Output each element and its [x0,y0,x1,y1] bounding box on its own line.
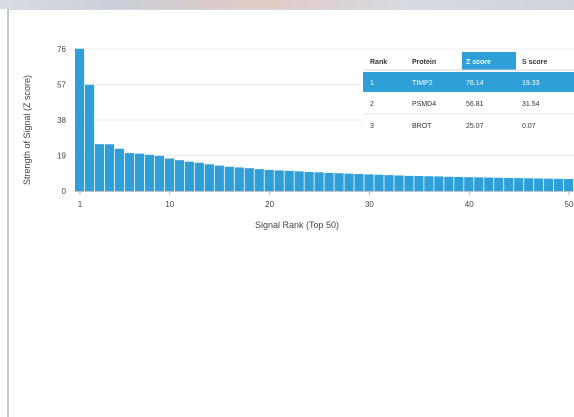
bar [364,174,374,191]
bar [444,176,454,191]
bar [404,175,414,191]
table-row-2-protein: PSMD4 [412,101,436,108]
bar [454,176,464,191]
axis-layer: 0 19 38 57 76 1 10 20 30 40 50 [57,45,574,209]
bar [414,176,424,191]
bar [244,168,254,191]
bar [514,178,524,191]
bar [314,172,324,191]
bar [274,170,284,191]
bar [134,153,145,191]
bar [354,173,364,191]
bar [394,175,404,191]
table-header-s-score: S score [522,59,547,66]
bar [234,167,244,191]
table-row-2-z: 56.81 [466,101,484,108]
frame-top-border [9,9,574,10]
table-header-protein: Protein [412,59,436,66]
y-tick-label: 57 [57,81,66,90]
bar [564,179,574,191]
x-axis-label: Signal Rank (Top 50) [255,220,339,230]
bar [264,169,274,191]
table-row-1-rank: 1 [370,80,374,87]
table-row-1-s: 19.33 [522,80,540,87]
bar [434,176,444,191]
y-tick-label: 38 [57,116,66,125]
bar [464,177,474,191]
table-row-2-rank: 2 [370,101,374,108]
bar [164,158,174,191]
bar [84,84,95,191]
table-row-3-protein: BROT [412,123,432,130]
y-tick-label: 19 [57,152,66,161]
bar [294,171,304,191]
signal-table: Rank Protein Z score S score 1 TIMP2 76.… [363,52,574,138]
bar [474,177,484,191]
x-tick-label: 30 [365,200,374,209]
bar [324,172,334,191]
top-image-strip [0,0,574,9]
table-row-3-s: 0.07 [522,123,536,130]
x-tick-label: 10 [165,200,174,209]
bar [144,154,155,191]
bar [94,144,105,191]
bar [194,162,204,191]
z-score-header-highlight [462,52,516,70]
table-header-rank: Rank [370,59,387,66]
bar [284,170,294,191]
bar [534,178,544,191]
x-tick-label: 50 [565,200,574,209]
frame-left-border [7,9,9,417]
table-row-1-highlight [363,72,574,92]
bar [174,160,184,191]
bar [494,177,504,191]
bar [75,48,85,192]
bar [334,173,344,191]
x-tick-label: 1 [78,200,83,209]
bar [184,161,194,191]
bar [374,174,384,191]
y-tick-label: 0 [62,187,67,196]
y-tick-label: 76 [57,45,66,54]
bar [154,155,165,191]
bar [104,144,115,191]
bar [304,171,314,191]
bar [484,177,494,191]
bar [504,177,514,191]
bar [224,166,234,191]
bar [384,175,394,191]
table-row-3-rank: 3 [370,123,374,130]
bar [254,169,264,191]
bar [114,148,125,191]
table-row-1-protein: TIMP2 [412,80,433,87]
bar [344,173,354,191]
bar [124,153,135,191]
table-row-2-s: 31.54 [522,101,540,108]
x-tick-label: 40 [465,200,474,209]
x-tick-label: 20 [265,200,274,209]
bar [204,164,214,191]
bar [554,178,564,191]
bar-layer [75,48,574,192]
bar [524,178,534,191]
bar [214,165,224,191]
bar [424,176,434,191]
table-header-z-score: Z score [466,59,491,66]
y-axis-label: Strength of Signal (Z score) [22,75,32,185]
table-row-3-z: 25.07 [466,123,484,130]
bar [544,178,554,191]
table-row-1-z: 76.14 [466,80,484,87]
